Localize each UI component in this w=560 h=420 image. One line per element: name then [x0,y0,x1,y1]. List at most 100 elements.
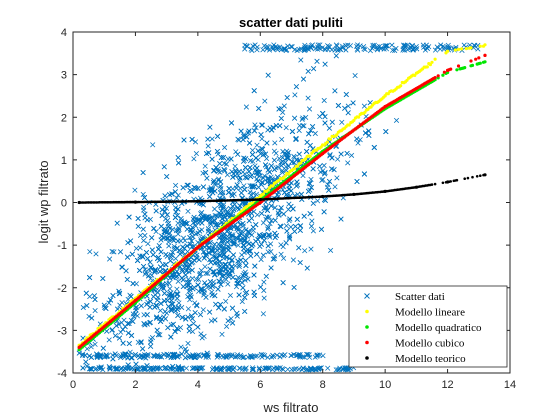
scatter-point [432,47,439,53]
scatter-point [248,173,254,180]
scatter-point [287,236,293,242]
scatter-point [320,168,326,174]
scatter-point [131,314,137,320]
scatter-point [225,281,231,287]
scatter-point [158,318,164,324]
scatter-point [240,285,246,291]
scatter-point [159,233,165,239]
scatter-point [260,220,266,226]
scatter-point [195,324,201,330]
scatter-point [109,327,115,333]
scatter-point [149,247,155,253]
scatter-point [213,164,219,171]
scatter-point [278,251,284,257]
model-point [463,177,467,180]
scatter-point [281,46,287,52]
scatter-point [192,139,199,145]
scatter-point [249,210,255,216]
model-point [469,59,473,63]
scatter-point [296,46,302,52]
scatter-point [196,257,202,263]
scatter-point [269,354,275,360]
scatter-point [116,335,123,341]
scatter-point [233,235,239,241]
legend-marker-dot [365,325,369,329]
scatter-point [92,341,98,347]
model-point [433,76,437,80]
scatter-point [254,353,260,359]
scatter-point [338,151,344,157]
scatter-point [215,352,221,358]
scatter-point [217,301,223,308]
scatter-point [84,303,90,309]
scatter-point [361,171,367,177]
scatter-point [339,119,345,125]
scatter-point [211,365,217,371]
scatter-point [225,318,231,324]
scatter-point [222,214,228,220]
scatter-point [270,124,276,130]
scatter-point [166,293,172,299]
model-point [261,192,265,196]
scatter-point [168,252,175,258]
scatter-point [224,213,230,219]
scatter-point [189,275,195,281]
scatter-point [260,311,266,317]
scatter-point [214,148,220,154]
scatter-point [315,46,321,52]
scatter-point [237,222,243,228]
scatter-point [284,228,290,234]
scatter-point [258,284,264,290]
scatter-point [227,205,233,211]
scatter-point [202,280,208,286]
y-tick-label: 3 [61,70,67,82]
scatter-point [238,257,244,263]
model-point [266,188,270,192]
scatter-point [237,203,243,209]
scatter-point [191,156,197,162]
scatter-point [221,246,227,252]
model-point [414,185,418,189]
scatter-point [189,316,195,322]
scatter-point [170,271,176,278]
scatter-point [184,220,190,227]
model-point [433,57,437,61]
scatter-point [262,151,269,157]
scatter-point [164,212,170,218]
scatter-point [216,210,222,216]
y-tick-label: -3 [57,325,67,337]
scatter-point [371,42,377,48]
scatter-point [175,227,181,234]
scatter-point [162,208,168,214]
scatter-point [249,215,255,221]
scatter-point [120,367,127,373]
scatter-point [329,166,335,172]
scatter-point [213,222,219,228]
scatter-point [91,293,97,299]
scatter-point [367,48,373,54]
scatter-point [193,185,199,191]
scatter-point [206,216,212,222]
scatter-point [306,180,312,186]
scatter-point [189,238,195,244]
scatter-point [303,114,309,120]
scatter-point [318,226,325,232]
scatter-point [261,295,267,301]
model-point [455,178,459,182]
scatter-point [221,231,228,237]
scatter-point [310,124,316,130]
scatter-point [223,298,229,304]
scatter-point [266,232,272,238]
scatter-point [273,150,279,156]
scatter-point [137,232,144,238]
scatter-point [233,149,239,155]
scatter-point [230,252,236,258]
scatter-point [296,151,302,157]
scatter-point [308,223,315,229]
scatter-point [180,185,186,191]
model-point [446,49,450,53]
scatter-point [265,243,271,249]
scatter-point [317,352,323,358]
scatter-point [159,212,165,219]
scatter-point [249,355,255,361]
